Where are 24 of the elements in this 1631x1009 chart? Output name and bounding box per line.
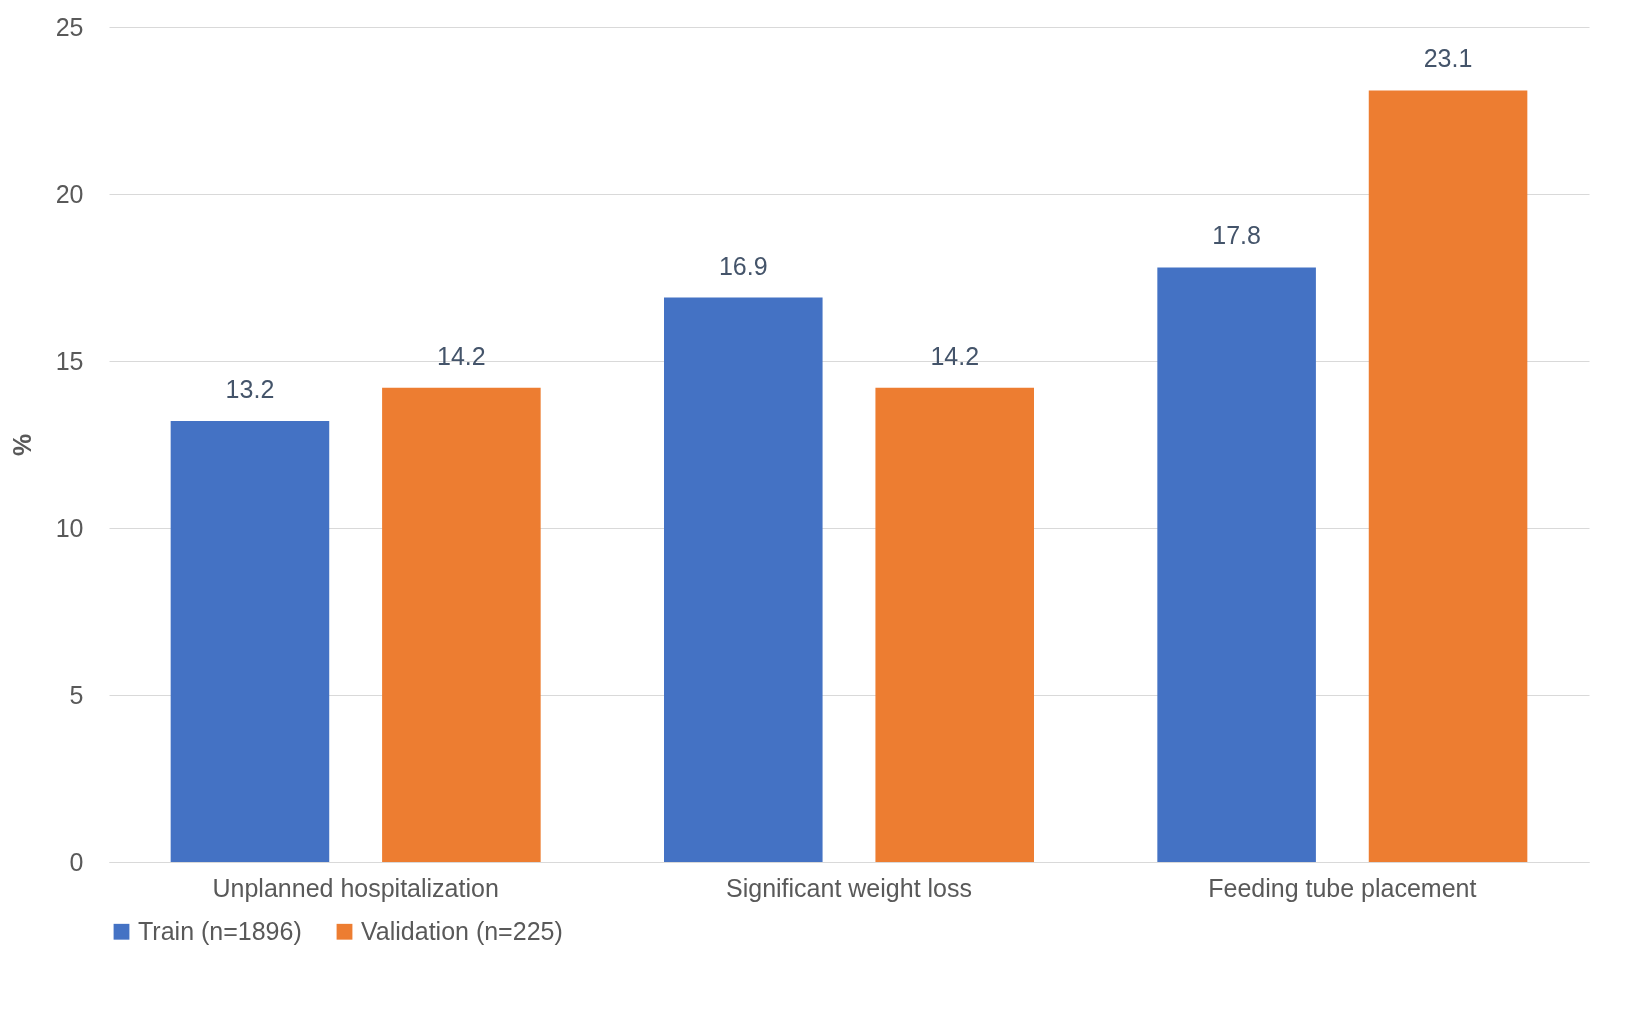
- y-tick-label: 0: [69, 847, 84, 876]
- data-label: 14.2: [437, 341, 486, 370]
- y-tick-label: 25: [55, 12, 84, 41]
- y-tick-label: 20: [55, 179, 84, 208]
- bar: [1157, 267, 1316, 862]
- bar: [875, 387, 1034, 862]
- y-axis-title: %: [7, 433, 36, 457]
- data-label: 17.8: [1212, 221, 1261, 250]
- data-label: 16.9: [718, 251, 768, 280]
- y-tick-label: 10: [55, 513, 84, 542]
- y-tick-label: 15: [55, 346, 84, 375]
- bar: [382, 387, 541, 862]
- bar: [1368, 90, 1528, 862]
- data-label: 14.2: [930, 341, 980, 370]
- bar: [664, 297, 823, 862]
- legend-label: Train (n=1896): [138, 916, 302, 945]
- data-label: 13.2: [225, 375, 275, 404]
- x-tick-label: Unplanned hospitalization: [212, 873, 499, 902]
- x-tick-label: Significant weight loss: [726, 873, 972, 902]
- bar: [170, 421, 330, 862]
- legend-label: Validation (n=225): [361, 916, 563, 945]
- y-tick-label: 5: [69, 680, 84, 709]
- data-label: 23.1: [1423, 44, 1473, 73]
- x-tick-label: Feeding tube placement: [1208, 873, 1477, 902]
